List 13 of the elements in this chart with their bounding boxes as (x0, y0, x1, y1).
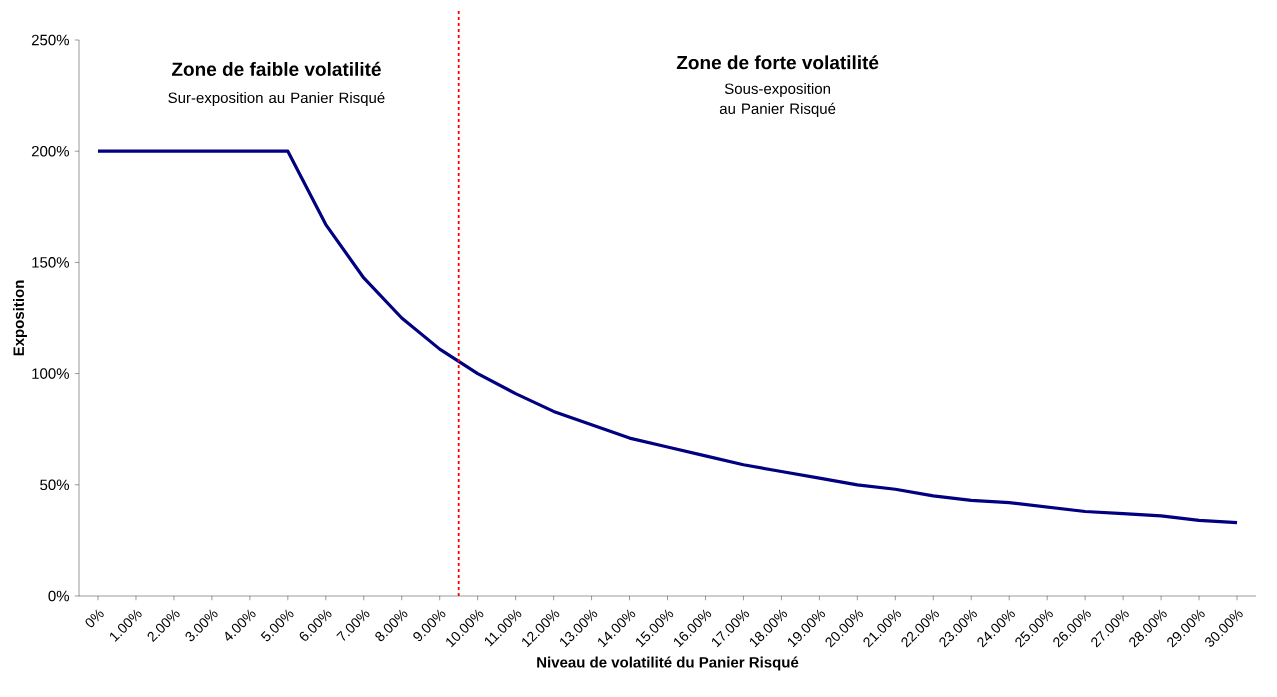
y-tick-label: 50% (40, 479, 70, 491)
y-axis-title: Exposition (13, 280, 27, 356)
y-tick-label: 0% (48, 590, 70, 602)
y-tick-label: 250% (31, 34, 70, 46)
x-axis-title: Niveau de volatilité du Panier Risqué (537, 656, 799, 671)
annotation: Zone de faible volatilité (171, 61, 381, 76)
y-tick-label: 100% (32, 368, 70, 379)
annotation: Sur-exposition au Panier Risqué (168, 91, 385, 107)
annotation: Zone de forte volatilité (676, 55, 879, 70)
x-tick-label: 0% (85, 609, 104, 628)
annotation: Sous-exposition au Panier Risqué (719, 83, 836, 117)
y-tick-label: 150% (32, 257, 70, 268)
y-tick-label: 200% (31, 145, 70, 157)
